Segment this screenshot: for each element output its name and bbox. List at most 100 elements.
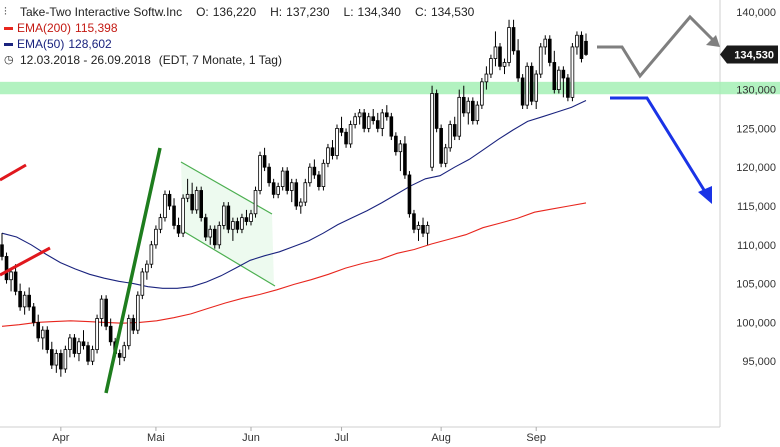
candle-body: [385, 112, 389, 118]
candle-body: [59, 353, 63, 370]
chart-legend: ⫶ Take-Two Interactive Softw.Inc O: 136,…: [4, 4, 478, 68]
candle-body: [81, 341, 86, 347]
legend-title-row: ⫶ Take-Two Interactive Softw.Inc O: 136,…: [4, 4, 478, 20]
candle-body: [566, 77, 570, 98]
candle-body: [86, 345, 90, 362]
y-tick-label: 110,000: [737, 240, 776, 252]
last-price-tag: [720, 45, 778, 64]
candle-body: [348, 124, 353, 145]
candle-body: [63, 349, 68, 370]
close-label: C:: [414, 5, 427, 19]
candle-body: [54, 353, 59, 366]
candle-body: [104, 298, 108, 327]
low-value: 134,340: [357, 5, 401, 19]
candle-body: [389, 116, 394, 137]
x-tick-label: Mai: [147, 432, 165, 444]
candle-body: [353, 116, 357, 125]
candle-body: [579, 34, 584, 59]
candle-body: [412, 213, 416, 230]
candle-body: [22, 294, 27, 308]
candle-body: [547, 38, 552, 63]
candle-body: [552, 62, 557, 90]
candle-body: [375, 120, 380, 129]
candle-body: [439, 127, 443, 164]
candle-body: [190, 193, 194, 211]
y-tick-label: 105,000: [736, 279, 776, 291]
ema50-swatch: [4, 42, 13, 46]
close-value: 134,530: [430, 5, 475, 19]
instrument-title: Take-Two Interactive Softw.Inc: [20, 5, 183, 19]
candle-body: [425, 224, 430, 234]
candle-body: [330, 147, 335, 156]
candle-body: [9, 271, 13, 281]
candle-body: [276, 186, 280, 195]
candle-body: [511, 27, 516, 52]
candle-body: [543, 38, 548, 48]
candle-body: [466, 100, 471, 114]
candle-body: [366, 116, 371, 129]
y-tick-label: 130,000: [736, 85, 776, 97]
candle-body: [538, 46, 543, 75]
candle-body: [461, 96, 466, 114]
candle-body: [154, 228, 158, 246]
candle-body: [371, 116, 376, 122]
candle-body: [294, 182, 299, 207]
candle-body: [90, 349, 95, 362]
ema200-swatch: [4, 26, 13, 30]
legend-ema200-row[interactable]: EMA(200) 115,398: [4, 20, 478, 36]
candle-body: [344, 131, 348, 145]
candle-body: [570, 46, 575, 98]
candle-body: [0, 244, 4, 257]
candle-body: [212, 228, 217, 246]
clock-icon: ◷: [4, 54, 14, 66]
y-tick-label: 100,000: [736, 317, 776, 329]
y-tick-label: 120,000: [736, 162, 776, 174]
candle-body: [317, 174, 321, 188]
legend-ema50-row[interactable]: EMA(50) 128,602: [4, 36, 478, 52]
candle-body: [471, 100, 475, 122]
candle-body: [280, 170, 285, 188]
candle-body: [222, 205, 226, 226]
blue-projection-path: [610, 96, 706, 191]
candle-body: [253, 190, 258, 215]
candle-body: [271, 182, 276, 195]
candle-body: [529, 65, 534, 102]
green-flagpole-line: [104, 147, 162, 394]
candle-body: [416, 224, 421, 230]
ema200-label: EMA(200): [17, 21, 72, 35]
ema50-label: EMA(50): [17, 37, 65, 51]
ema200-value: 115,398: [75, 21, 118, 35]
candle-body: [430, 93, 434, 168]
candle-body: [36, 321, 41, 339]
candle-body: [240, 217, 244, 230]
candle-body: [534, 73, 539, 102]
candle-body: [158, 217, 163, 230]
candle-body: [176, 224, 181, 234]
candle-body: [489, 58, 493, 75]
candle-body: [203, 217, 208, 238]
gray-projection-path: [597, 14, 715, 79]
candle-body: [45, 329, 50, 350]
red-trendline-lower: [0, 246, 51, 277]
candle-body: [507, 27, 511, 63]
candle-body: [267, 166, 271, 184]
low-label: L:: [343, 5, 354, 19]
candle-body: [95, 318, 99, 350]
blue-projection-arrowhead: [698, 186, 712, 204]
candle-body: [244, 217, 249, 222]
ema50-line: [1, 100, 587, 289]
candle-body: [520, 77, 525, 106]
legend-range-row: ◷ 12.03.2018 - 26.09.2018 (EDT, 7 Monate…: [4, 52, 478, 68]
candle-body: [126, 318, 131, 347]
x-tick-label: Jun: [242, 432, 260, 444]
candle-body: [217, 224, 222, 246]
red-trendline-upper: [0, 163, 27, 182]
candle-body: [557, 69, 561, 90]
high-label: H:: [270, 5, 283, 19]
flag-channel-lower: [182, 230, 276, 287]
y-tick-label: 125,000: [736, 123, 776, 135]
candle-body: [448, 124, 452, 149]
candle-body: [357, 112, 362, 118]
candle-body: [407, 174, 412, 215]
